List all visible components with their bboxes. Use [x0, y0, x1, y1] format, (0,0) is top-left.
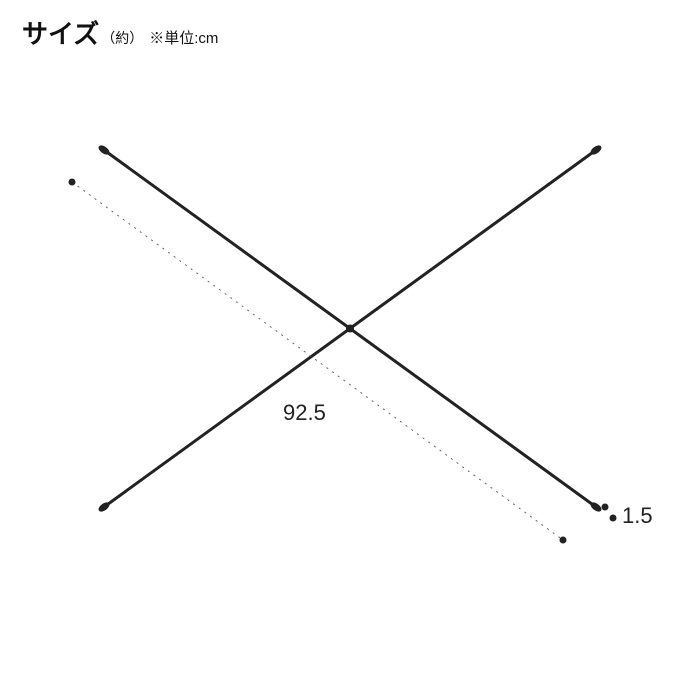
- diagram-svg: [0, 0, 700, 700]
- diagram-canvas: サイズ（約）※単位:cm 92.5 1.5: [0, 0, 700, 700]
- dimension-length-label: 92.5: [283, 400, 326, 426]
- dimension-thickness-label: 1.5: [622, 503, 653, 529]
